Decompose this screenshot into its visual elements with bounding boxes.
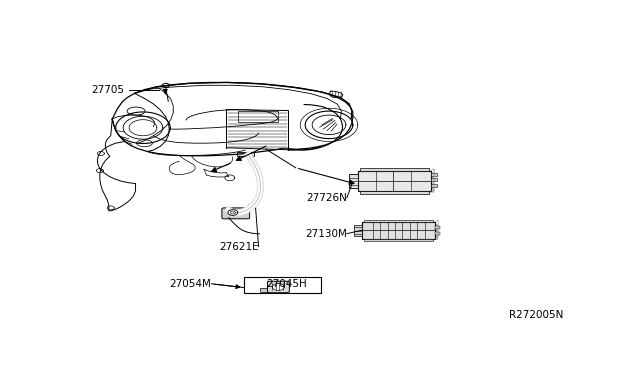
FancyBboxPatch shape bbox=[222, 208, 250, 219]
Polygon shape bbox=[163, 83, 169, 87]
Bar bbox=[365, 224, 438, 240]
Bar bbox=[431, 173, 437, 176]
Bar bbox=[244, 277, 321, 293]
Bar bbox=[260, 288, 268, 292]
Bar bbox=[237, 110, 278, 122]
Bar bbox=[354, 225, 362, 236]
Bar bbox=[349, 174, 358, 188]
Bar bbox=[435, 226, 440, 229]
Bar bbox=[237, 152, 253, 156]
Polygon shape bbox=[273, 283, 284, 291]
Bar bbox=[358, 171, 431, 191]
Bar bbox=[362, 222, 435, 238]
FancyBboxPatch shape bbox=[268, 281, 289, 293]
Ellipse shape bbox=[136, 140, 152, 147]
Ellipse shape bbox=[127, 107, 145, 115]
Bar bbox=[360, 191, 429, 194]
Text: 27621E: 27621E bbox=[219, 241, 259, 251]
Bar bbox=[364, 238, 433, 241]
Text: 27054M: 27054M bbox=[170, 279, 211, 289]
Text: 27726N: 27726N bbox=[306, 193, 347, 203]
Text: 27130M: 27130M bbox=[305, 229, 347, 239]
Text: 27705: 27705 bbox=[92, 86, 125, 96]
Bar bbox=[360, 168, 429, 171]
Bar bbox=[435, 232, 440, 235]
Bar bbox=[364, 219, 433, 222]
Text: R272005N: R272005N bbox=[509, 310, 564, 320]
Text: 27045H: 27045H bbox=[266, 279, 307, 289]
Bar bbox=[361, 172, 434, 193]
Bar bbox=[431, 184, 437, 187]
Bar bbox=[431, 179, 437, 181]
